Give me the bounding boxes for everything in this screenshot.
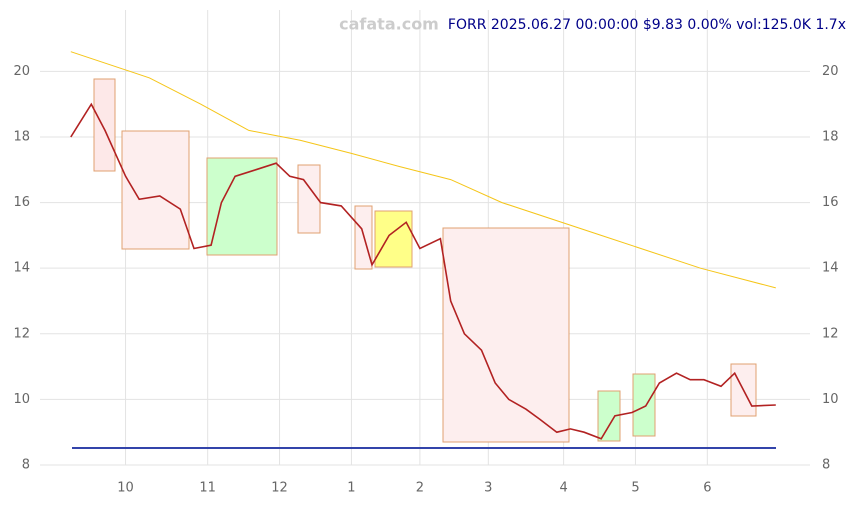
x-tick-label: 2 (416, 481, 424, 496)
x-tick-label: 3 (484, 481, 492, 496)
y-tick-label: 18 (822, 129, 839, 144)
y-tick-label: 16 (822, 195, 839, 210)
x-tick-label: 4 (559, 481, 567, 496)
price-line (70, 102, 776, 440)
x-tick-label: 6 (703, 481, 711, 496)
zone-box (121, 130, 190, 250)
chart-title: FORR 2025.06.27 00:00:00 $9.83 0.00% vol… (448, 17, 846, 33)
zone-box (597, 390, 621, 442)
y-tick-label: 12 (822, 326, 839, 341)
y-tick-label: 14 (13, 261, 30, 276)
watermark: cafata.com (339, 15, 439, 34)
y-tick-label: 8 (822, 458, 830, 473)
x-tick-label: 12 (271, 481, 288, 496)
x-tick-label: 11 (199, 481, 216, 496)
x-tick-label: 10 (117, 481, 134, 496)
zone-box (374, 210, 413, 268)
y-tick-label: 10 (822, 392, 839, 407)
y-tick-label: 10 (13, 392, 30, 407)
y-tick-label: 18 (13, 129, 30, 144)
zone-box (206, 157, 278, 256)
y-tick-label: 20 (822, 64, 839, 79)
y-tick-label: 14 (822, 261, 839, 276)
y-tick-label: 12 (13, 326, 30, 341)
zone-box (93, 78, 116, 172)
y-tick-label: 16 (13, 195, 30, 210)
x-tick-label: 1 (347, 481, 355, 496)
zone-box (442, 227, 570, 443)
zone-box (297, 164, 321, 234)
x-tick-label: 5 (631, 481, 639, 496)
y-tick-label: 8 (22, 458, 30, 473)
price-line (70, 51, 776, 289)
zones (72, 78, 776, 449)
y-tick-label: 20 (13, 64, 30, 79)
zone-box (632, 373, 656, 437)
